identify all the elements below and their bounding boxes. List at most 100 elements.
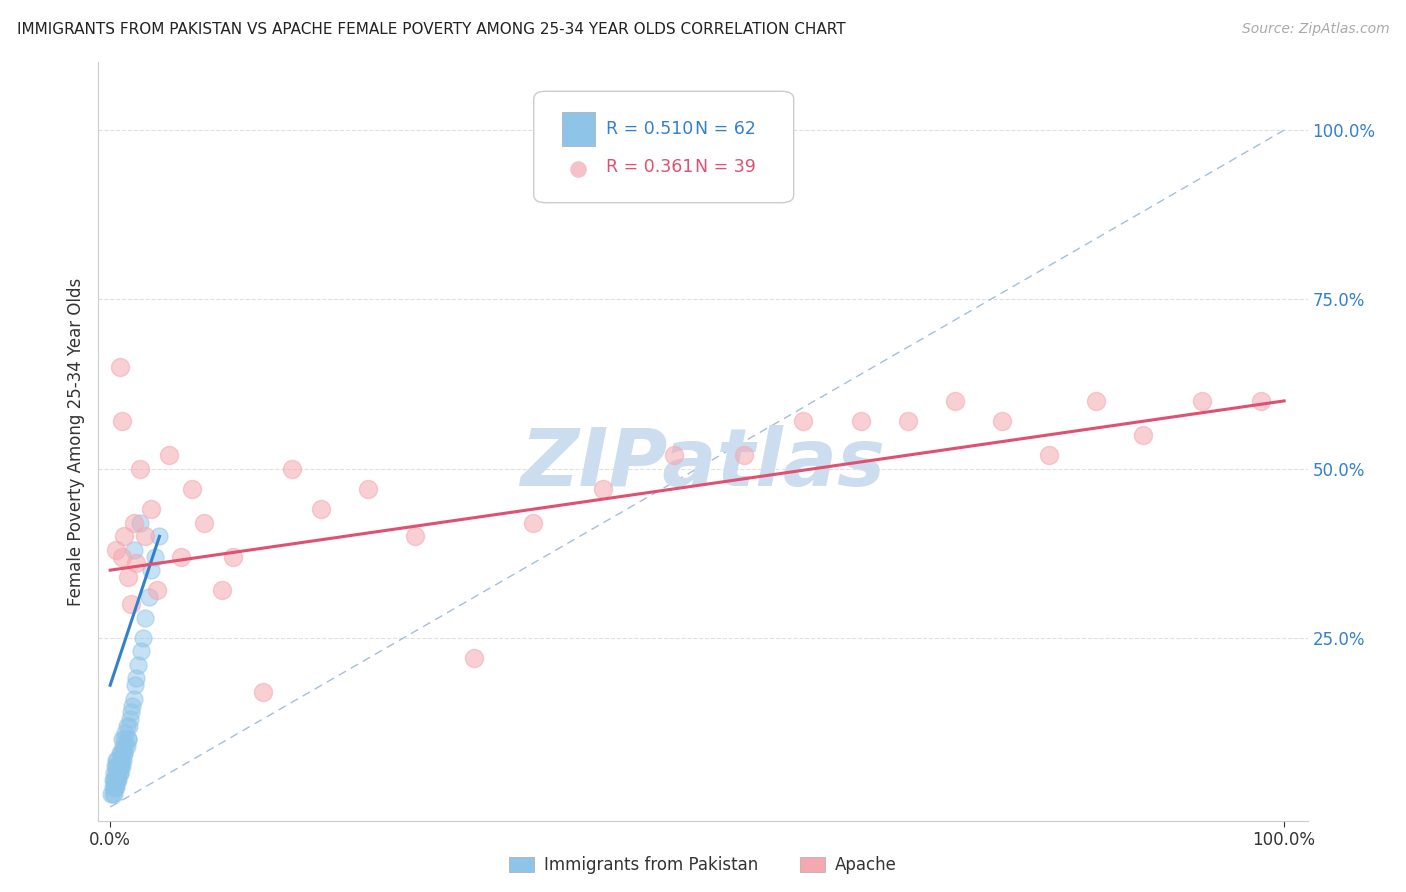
Point — [120, 597, 142, 611]
Point — [111, 414, 134, 428]
Point — [357, 482, 380, 496]
Point — [103, 780, 125, 794]
Point — [148, 529, 170, 543]
Point — [281, 461, 304, 475]
Text: N = 62: N = 62 — [695, 120, 755, 138]
Point — [108, 766, 131, 780]
Point — [105, 766, 128, 780]
Point — [404, 529, 426, 543]
Point — [897, 414, 920, 428]
Point — [117, 570, 139, 584]
Point — [112, 746, 135, 760]
Point — [105, 772, 128, 787]
Point — [120, 706, 142, 720]
Point — [105, 766, 128, 780]
Text: N = 39: N = 39 — [695, 158, 755, 176]
Point — [104, 780, 127, 794]
Point — [463, 651, 485, 665]
Point — [103, 772, 125, 787]
Point — [104, 780, 127, 794]
Point — [114, 739, 136, 754]
Point — [107, 766, 129, 780]
Point — [107, 772, 129, 787]
Point — [991, 414, 1014, 428]
Point — [120, 712, 142, 726]
Point — [105, 542, 128, 557]
Point — [662, 448, 685, 462]
Point — [122, 516, 145, 530]
Point — [127, 657, 149, 672]
Point — [792, 414, 814, 428]
Point — [101, 772, 124, 787]
Point — [105, 772, 128, 787]
Point — [122, 691, 145, 706]
Point — [110, 759, 132, 773]
Point — [105, 759, 128, 773]
Point — [157, 448, 180, 462]
Point — [111, 549, 134, 564]
Text: R = 0.510: R = 0.510 — [606, 120, 693, 138]
Point — [115, 719, 138, 733]
Point — [117, 732, 139, 747]
Point — [211, 583, 233, 598]
Point — [115, 739, 138, 754]
Point — [108, 759, 131, 773]
Point — [128, 461, 150, 475]
Point — [112, 732, 135, 747]
Point — [101, 787, 124, 801]
Point — [108, 360, 131, 375]
Point — [112, 753, 135, 767]
Point — [181, 482, 204, 496]
Point — [112, 746, 135, 760]
Point — [103, 766, 125, 780]
Point — [111, 746, 134, 760]
Point — [112, 529, 135, 543]
Point — [108, 746, 131, 760]
Point — [169, 549, 191, 564]
Point — [114, 725, 136, 739]
Legend: Immigrants from Pakistan, Apache: Immigrants from Pakistan, Apache — [502, 849, 904, 880]
Point — [124, 678, 146, 692]
Point — [252, 685, 274, 699]
Point — [1250, 393, 1272, 408]
Point — [117, 732, 139, 747]
Point — [104, 759, 127, 773]
Point — [138, 591, 160, 605]
Point — [592, 482, 614, 496]
Point — [141, 502, 163, 516]
Point — [118, 719, 141, 733]
Point — [111, 753, 134, 767]
Point — [141, 563, 163, 577]
Point — [1191, 393, 1213, 408]
Text: Source: ZipAtlas.com: Source: ZipAtlas.com — [1241, 22, 1389, 37]
Point — [193, 516, 215, 530]
Point — [122, 542, 145, 557]
Point — [105, 772, 128, 787]
Point — [110, 746, 132, 760]
Point — [132, 631, 155, 645]
Point — [1132, 427, 1154, 442]
Point — [146, 583, 169, 598]
Point — [111, 732, 134, 747]
Point — [733, 448, 755, 462]
Point — [128, 516, 150, 530]
Point — [1038, 448, 1060, 462]
Y-axis label: Female Poverty Among 25-34 Year Olds: Female Poverty Among 25-34 Year Olds — [66, 277, 84, 606]
Point — [222, 549, 245, 564]
Point — [105, 753, 128, 767]
Point — [100, 787, 122, 801]
FancyBboxPatch shape — [561, 112, 595, 145]
Point — [143, 549, 166, 564]
Point — [851, 414, 873, 428]
Point — [134, 610, 156, 624]
Point — [111, 759, 134, 773]
Point — [125, 672, 148, 686]
Point — [112, 739, 135, 754]
Point — [129, 644, 152, 658]
Point — [101, 780, 124, 794]
Point — [134, 529, 156, 543]
Point — [121, 698, 143, 713]
Point — [104, 772, 127, 787]
Point — [1085, 393, 1108, 408]
Point — [105, 780, 128, 794]
